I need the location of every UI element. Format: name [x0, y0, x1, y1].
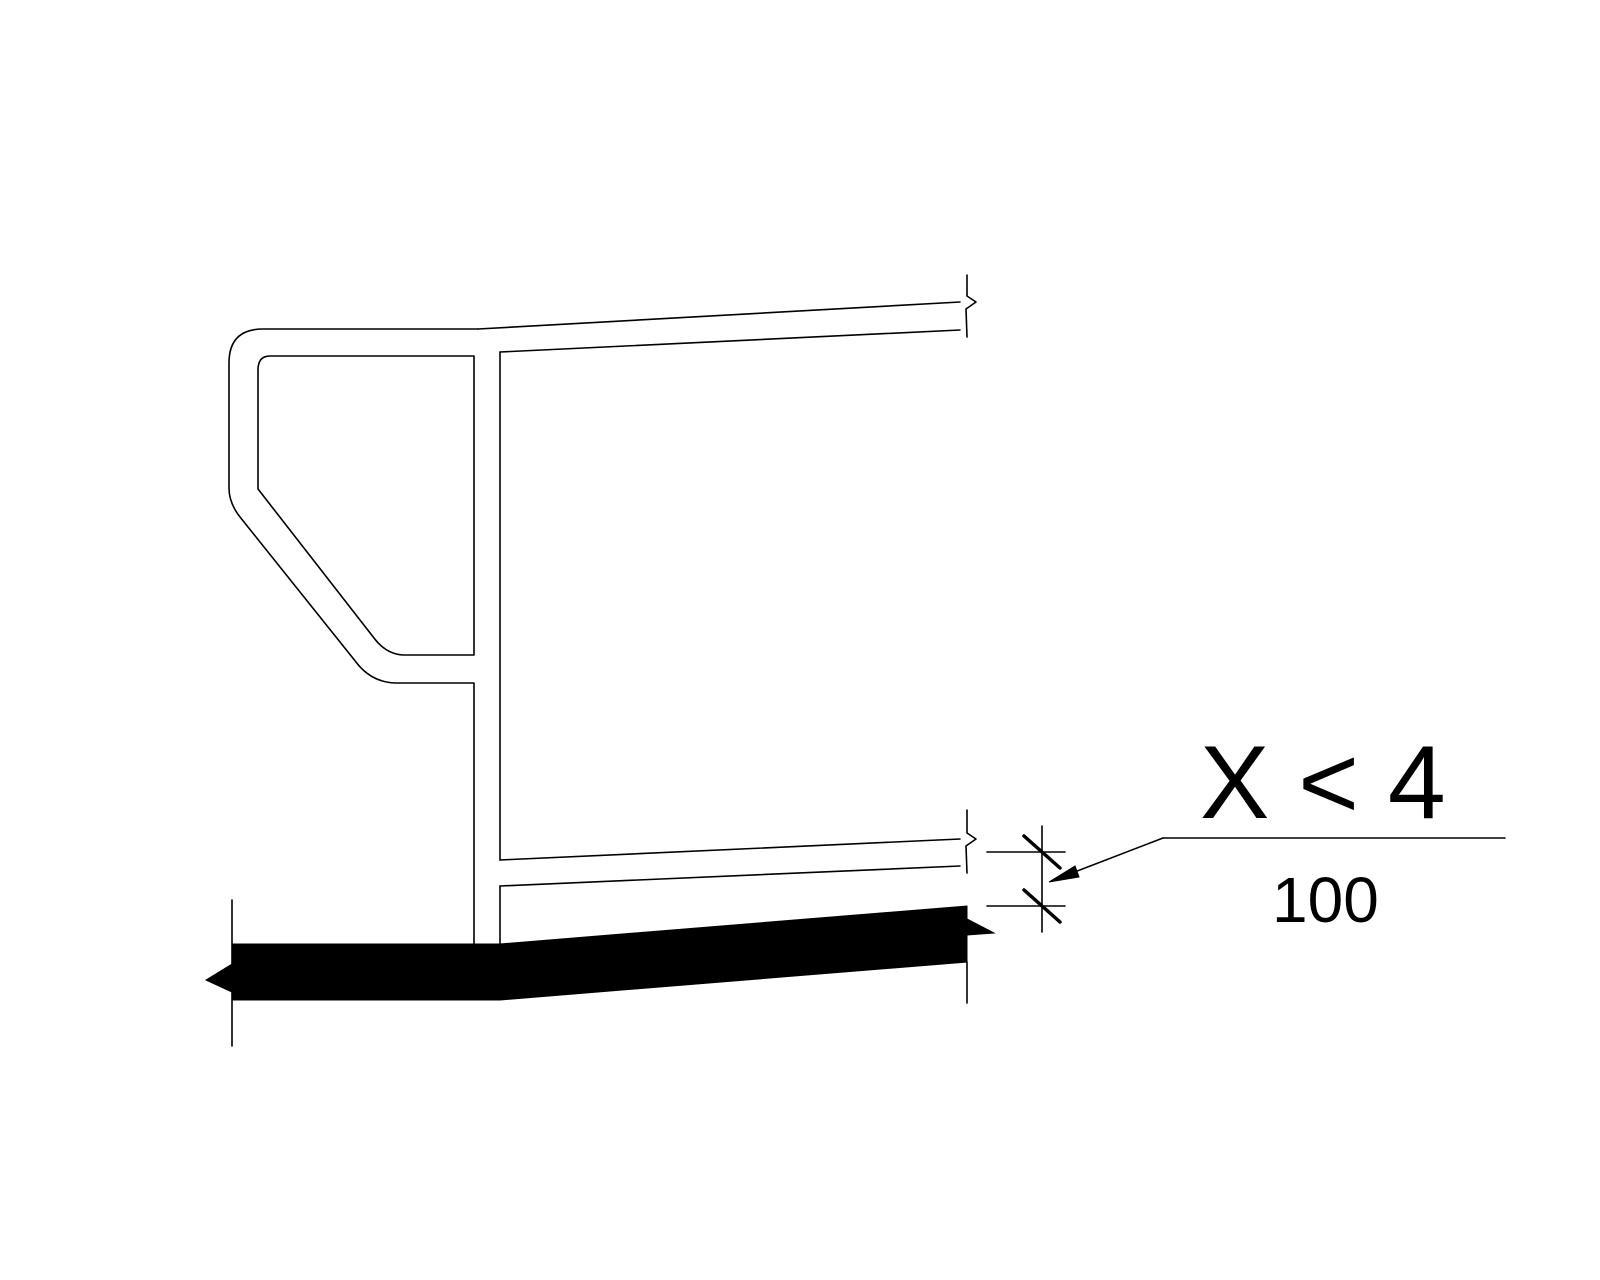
- top-rail-outer-edge: [477, 301, 961, 330]
- handrail-outer-profile: [228, 328, 479, 945]
- leader-arrow: [1048, 865, 1080, 883]
- dimension-label-metric: 100: [1272, 864, 1379, 936]
- lower-rail-bottom-edge: [499, 865, 961, 887]
- floor-band: [204, 905, 996, 1001]
- lower-rail-top-edge: [499, 838, 961, 861]
- dimension-label-main: X < 4: [1200, 725, 1446, 841]
- dimension-tick-bottom: [1022, 888, 1062, 924]
- floor-surface: [204, 899, 996, 1047]
- handrail-profile: [228, 301, 961, 945]
- gap-dimension: [986, 825, 1506, 933]
- dimension-tick-top: [1022, 834, 1062, 870]
- leader-line: [1071, 837, 1164, 874]
- top-rail-inner-edge: [499, 329, 961, 353]
- handrail-inner-profile: [257, 355, 475, 656]
- top-break-line: [965, 274, 977, 338]
- lower-break-line: [965, 809, 977, 874]
- break-line-symbol: [965, 274, 977, 874]
